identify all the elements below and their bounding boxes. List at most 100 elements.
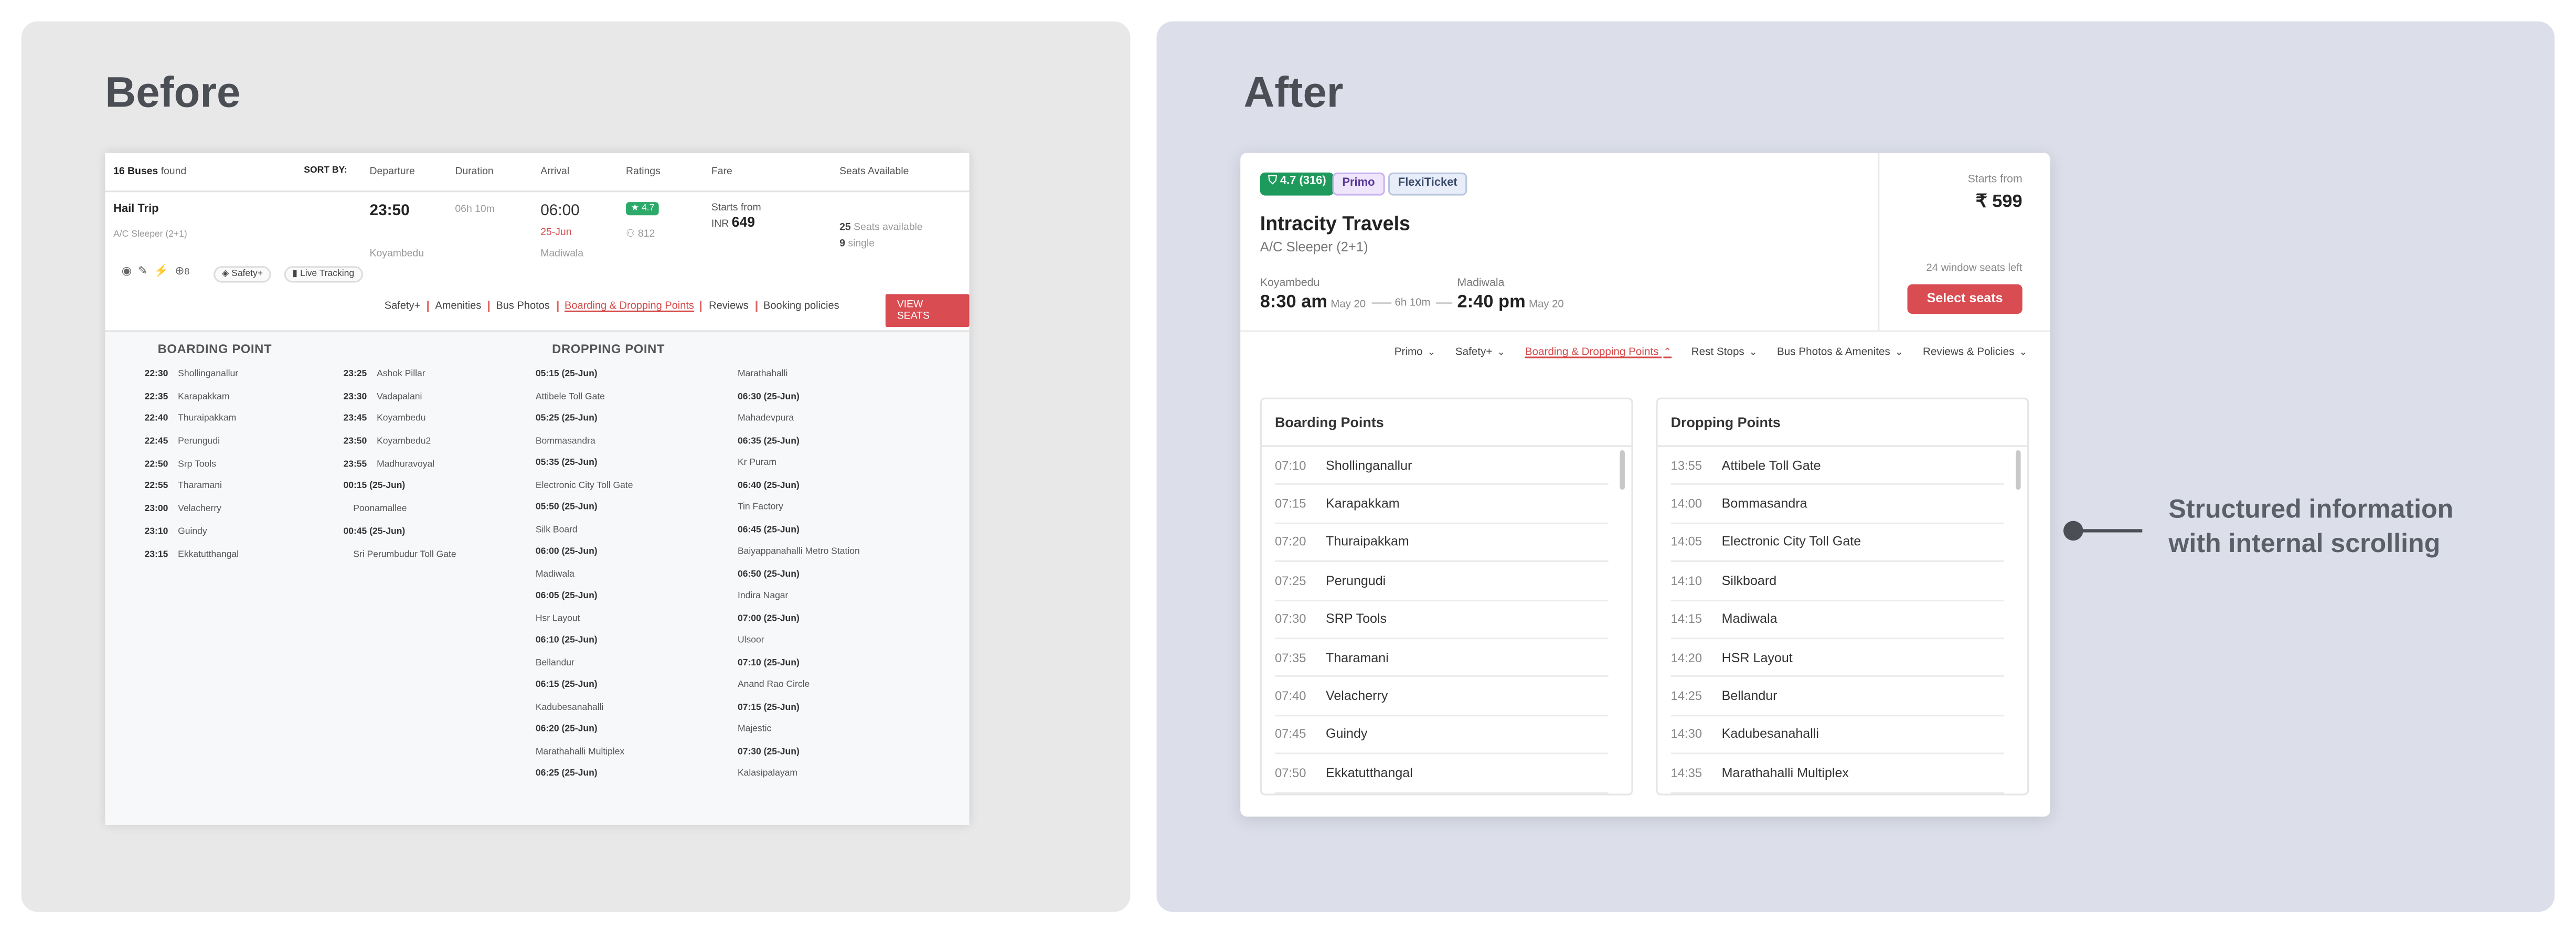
boarding-time: 00:45 (25-Jun)	[343, 527, 406, 537]
boarding-point-row[interactable]: 23:50 Koyambedu2	[343, 437, 456, 460]
listing-header: 16 Buses found SORT BY: Departure Durati…	[105, 153, 970, 193]
sort-seats[interactable]: Seats Available	[839, 166, 909, 178]
boarding-point-row[interactable]: 23:45 Koyambedu	[343, 415, 456, 437]
dropping-point-name[interactable]: Marathahalli	[737, 369, 788, 380]
boarding-point-item[interactable]: 07:30 SRP Tools	[1274, 601, 1609, 639]
dropping-point-name[interactable]: Electronic City Toll Gate	[535, 480, 633, 491]
live-tracking-chip[interactable]: ▮ Live Tracking	[284, 266, 363, 283]
single-label: single	[848, 238, 875, 250]
dropping-point-name[interactable]: Anand Rao Circle	[737, 680, 810, 691]
dropping-point-name[interactable]: Ulsoor	[737, 635, 764, 646]
dropping-point-item[interactable]: 14:05 Electronic City Toll Gate	[1670, 524, 2005, 563]
dropping-point-item[interactable]: 14:10 Silkboard	[1670, 562, 2005, 601]
boarding-point-row[interactable]: Sri Perumbudur Toll Gate	[343, 549, 456, 572]
dropping-point-item[interactable]: 14:35 Marathahalli Multiplex	[1670, 755, 2005, 793]
dropping-point-name[interactable]: Indira Nagar	[737, 591, 789, 602]
tab-boarding-dropping[interactable]: Boarding & Dropping Points	[558, 301, 702, 312]
sort-departure[interactable]: Departure	[369, 166, 415, 178]
tab-boarding-dropping[interactable]: Boarding & Dropping Points ⌃	[1525, 347, 1672, 358]
boarding-point-row[interactable]: 23:00 Velacherry	[145, 505, 239, 527]
tab-bus-photos-amenities[interactable]: Bus Photos & Amenites ⌄	[1777, 347, 1903, 358]
dropping-scrollbar[interactable]	[2016, 450, 2021, 490]
tab-safety[interactable]: Safety+	[378, 301, 429, 312]
boarding-point-item[interactable]: 07:15 Karapakkam	[1274, 485, 1609, 524]
boarding-time: 23:45	[343, 415, 367, 425]
boarding-point-row[interactable]: 22:55 Tharamani	[145, 482, 239, 505]
dropping-point-item[interactable]: 13:55 Attibele Toll Gate	[1670, 447, 2005, 485]
sort-ratings[interactable]: Ratings	[626, 166, 661, 178]
tab-amenities[interactable]: Amenities	[429, 301, 489, 312]
list-divider	[1261, 445, 1632, 447]
boarding-point-row[interactable]: 23:55 Madhuravoyal	[343, 460, 456, 482]
safety-chip[interactable]: ◈ Safety+	[214, 266, 271, 283]
boarding-point-row[interactable]: 00:45 (25-Jun)	[343, 527, 456, 550]
dropping-point-item[interactable]: 14:15 Madiwala	[1670, 601, 2005, 639]
boarding-point-row[interactable]: 22:45 Perungudi	[145, 437, 239, 460]
dropping-point-name[interactable]: Bommasandra	[535, 436, 595, 447]
boarding-point-item[interactable]: 07:10 Shollinganallur	[1274, 447, 1609, 485]
dropping-point-name[interactable]: Majestic	[737, 724, 772, 735]
dropping-point-name[interactable]: Bellandur	[535, 658, 574, 668]
boarding-point-item[interactable]: 07:25 Perungudi	[1274, 562, 1609, 601]
dropping-point-item[interactable]: 14:00 Bommasandra	[1670, 485, 2005, 524]
boarding-points-list[interactable]: Boarding Points 07:10 Shollinganallur 07:1…	[1260, 397, 1633, 796]
dropping-point-name[interactable]: Kr Puram	[737, 458, 776, 469]
boarding-point-item[interactable]: 07:45 Guindy	[1274, 716, 1609, 755]
tab-reviews[interactable]: Reviews	[702, 301, 757, 312]
boarding-time: 22:40	[144, 415, 168, 425]
boarding-point-row[interactable]: 22:50 Srp Tools	[145, 460, 239, 482]
boarding-name: Karapakkam	[178, 392, 230, 402]
dropping-time: 05:15 (25-Jun)	[535, 369, 598, 380]
dropping-point-item[interactable]: 14:25 Bellandur	[1670, 677, 2005, 716]
dropping-point-name[interactable]: Kalasipalayam	[737, 769, 797, 779]
bus-row[interactable]: Hail Trip A/C Sleeper (2+1) 23:50 Koyamb…	[105, 192, 970, 332]
boarding-point-row[interactable]: 00:15 (25-Jun)	[343, 482, 456, 505]
tab-primo[interactable]: Primo ⌄	[1395, 347, 1436, 358]
sort-fare[interactable]: Fare	[711, 166, 732, 178]
sort-duration[interactable]: Duration	[455, 166, 494, 178]
boarding-point-item[interactable]: 07:20 Thuraipakkam	[1274, 524, 1609, 563]
boarding-point-row[interactable]: 23:15 Ekkatutthangal	[145, 549, 239, 572]
dropping-point-name[interactable]: Tin Factory	[737, 503, 783, 513]
boarding-time: 00:15 (25-Jun)	[343, 482, 406, 492]
dropping-points-list[interactable]: Dropping Points 13:55 Attibele Toll Gate 1…	[1656, 397, 2029, 796]
boarding-point-row[interactable]: 22:35 Karapakkam	[145, 392, 239, 415]
boarding-point-row[interactable]: 23:10 Guindy	[145, 527, 239, 550]
boarding-point-row[interactable]: 23:25 Ashok Pillar	[343, 370, 456, 393]
dropping-point-name[interactable]: Baiyappanahalli Metro Station	[737, 547, 860, 557]
boarding-point-row[interactable]: 23:30 Vadapalani	[343, 392, 456, 415]
dropping-point-name[interactable]: Mahadevpura	[737, 414, 794, 424]
from-date: May 20	[1330, 299, 1366, 311]
seats-available: 25 Seats available	[839, 222, 922, 234]
boarding-point-row[interactable]: 22:30 Shollinganallur	[145, 370, 239, 393]
boarding-scrollbar[interactable]	[1620, 450, 1625, 490]
dropping-items: 13:55 Attibele Toll Gate 14:00 Bommasandra 1…	[1670, 447, 2005, 793]
tab-safety[interactable]: Safety+ ⌄	[1455, 347, 1505, 358]
dropping-point-item[interactable]: 14:20 HSR Layout	[1670, 639, 2005, 678]
dropping-point-name[interactable]: Kadubesanahalli	[535, 702, 604, 713]
dropping-point-name[interactable]: Silk Board	[535, 525, 578, 535]
dropping-point-name[interactable]: Hsr Layout	[535, 613, 580, 624]
boarding-time: 22:35	[144, 392, 168, 402]
dropping-point-item[interactable]: 14:30 Kadubesanahalli	[1670, 716, 2005, 755]
dropping-point-name[interactable]: Attibele Toll Gate	[535, 391, 605, 402]
from-time-value: 8:30 am	[1260, 292, 1328, 312]
tab-booking-policies[interactable]: Booking policies	[763, 301, 839, 312]
boarding-name: Srp Tools	[178, 460, 216, 470]
boarding-point-item[interactable]: 07:35 Tharamani	[1274, 639, 1609, 678]
dropping-point-name[interactable]: Marathahalli Multiplex	[535, 747, 625, 757]
sort-arrival[interactable]: Arrival	[540, 166, 570, 178]
dropping-point-name[interactable]: Madiwala	[535, 569, 574, 579]
tab-bus-photos[interactable]: Bus Photos	[489, 301, 558, 312]
before-panel: Before 16 Buses found SORT BY: Departure…	[21, 21, 1131, 912]
boarding-point-row[interactable]: 22:40 Thuraipakkam	[145, 415, 239, 437]
dropping-name: Silkboard	[1721, 573, 1777, 588]
select-seats-button[interactable]: Select seats	[1907, 284, 2023, 314]
boarding-point-item[interactable]: 07:50 Ekkatutthangal	[1274, 755, 1609, 793]
boarding-point-row[interactable]: Poonamallee	[343, 505, 456, 527]
tab-reviews-policies[interactable]: Reviews & Policies ⌄	[1923, 347, 2027, 358]
view-seats-button[interactable]: VIEW SEATS	[885, 294, 970, 327]
chevron-down-icon: ⌄	[1749, 348, 1758, 358]
tab-rest-stops[interactable]: Rest Stops ⌄	[1691, 347, 1758, 358]
boarding-point-item[interactable]: 07:40 Velacherry	[1274, 677, 1609, 716]
